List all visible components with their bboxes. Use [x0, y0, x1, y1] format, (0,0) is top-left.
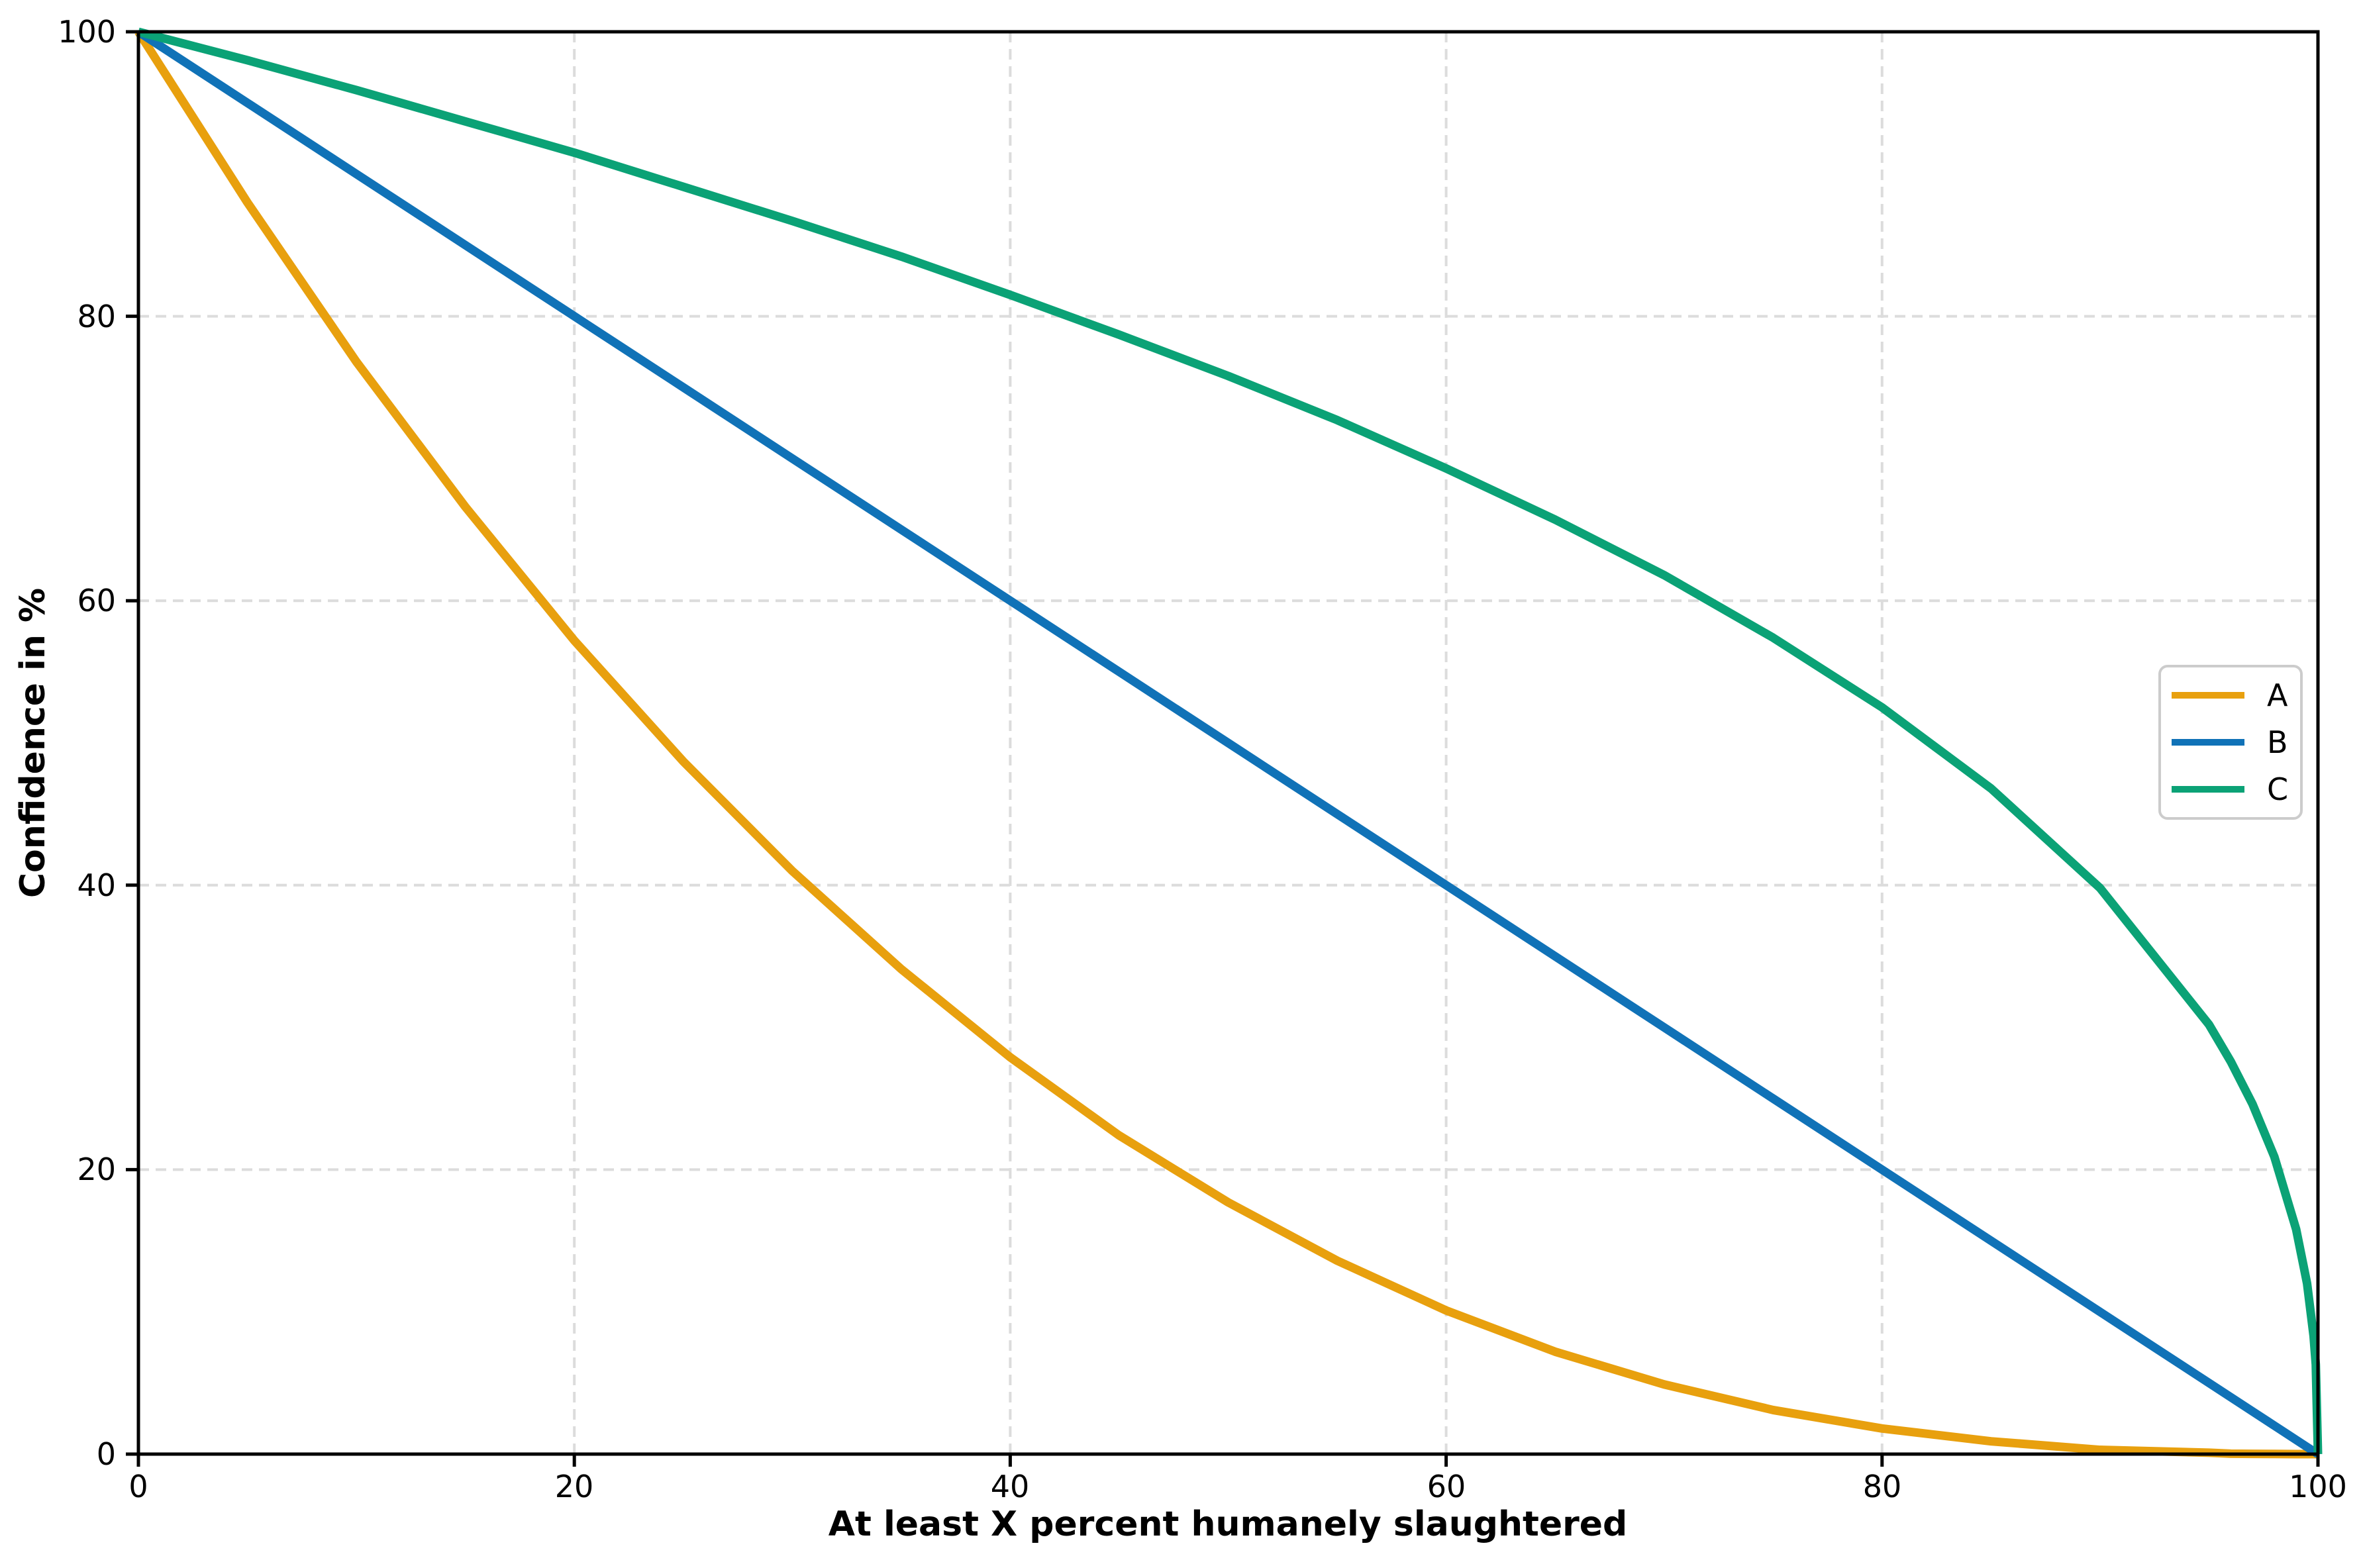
y-tick-label: 60: [77, 583, 116, 618]
y-tick-label: 100: [58, 14, 116, 50]
legend-label: B: [2267, 724, 2288, 760]
x-axis-title: At least X percent humanely slaughtered: [828, 1504, 1628, 1544]
legend-line-swatch-c: [2172, 786, 2244, 793]
legend: A B C: [2158, 665, 2303, 820]
y-tick-label: 40: [77, 867, 116, 903]
x-tick-label: 80: [1862, 1469, 1902, 1504]
legend-label: C: [2267, 771, 2289, 808]
legend-line-swatch-a: [2172, 691, 2244, 699]
y-tick-label: 0: [96, 1436, 116, 1472]
legend-item-b: B: [2161, 727, 2300, 758]
y-axis-title: Confidence in %: [13, 587, 53, 899]
x-tick-label: 0: [128, 1469, 148, 1504]
x-tick-label: 20: [554, 1469, 594, 1504]
legend-item-c: C: [2161, 774, 2300, 805]
legend-label: A: [2267, 677, 2288, 713]
y-tick-label: 80: [77, 299, 116, 334]
x-tick-label: 60: [1427, 1469, 1466, 1504]
y-tick-label: 20: [77, 1152, 116, 1187]
plot-area: [126, 27, 2323, 1467]
legend-item-a: A: [2161, 680, 2300, 710]
x-tick-label: 40: [990, 1469, 1030, 1504]
x-tick-label: 100: [2289, 1469, 2347, 1504]
legend-line-swatch-b: [2172, 738, 2244, 746]
